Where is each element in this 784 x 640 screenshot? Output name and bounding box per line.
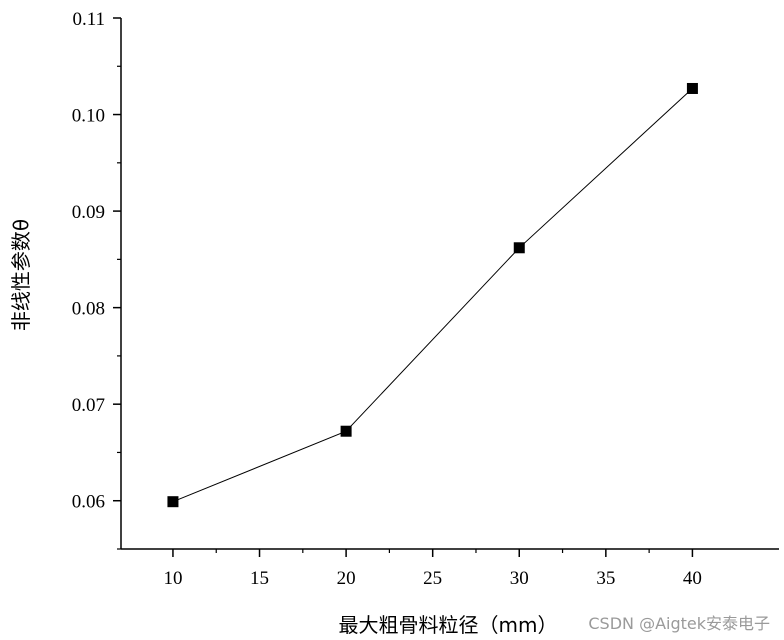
x-axis-label: 最大粗骨料粒径（mm） — [339, 613, 558, 637]
x-tick-label: 20 — [337, 568, 356, 589]
series-lines — [172, 88, 693, 503]
ticks — [113, 17, 694, 557]
axes — [120, 18, 779, 550]
x-tick-label: 30 — [510, 568, 529, 589]
y-tick-label: 0.10 — [72, 106, 105, 127]
y-tick-label: 0.08 — [72, 299, 105, 320]
y-axis-label: 非线性参数θ — [9, 219, 33, 331]
x-tick-label: 15 — [250, 568, 269, 589]
x-tick-label: 40 — [683, 568, 702, 589]
y-tick-label: 0.06 — [72, 492, 105, 513]
tick-labels: 10 15 20 25 30 35 40 0.06 0.07 0.08 0.09 0.10 0.11 — [72, 9, 702, 589]
y-tick-label: 0.09 — [72, 202, 105, 223]
x-tick-label: 35 — [596, 568, 615, 589]
y-tick-label: 0.11 — [72, 9, 105, 30]
data-points — [167, 82, 698, 508]
data-point — [686, 82, 698, 94]
data-point — [340, 425, 352, 437]
data-point — [167, 496, 179, 508]
y-tick-label: 0.07 — [72, 395, 105, 416]
x-tick-label: 25 — [423, 568, 442, 589]
data-point — [513, 242, 525, 254]
x-tick-label: 10 — [163, 568, 182, 589]
series-line — [172, 88, 693, 503]
watermark: CSDN @Aigtek安泰电子 — [588, 614, 770, 633]
